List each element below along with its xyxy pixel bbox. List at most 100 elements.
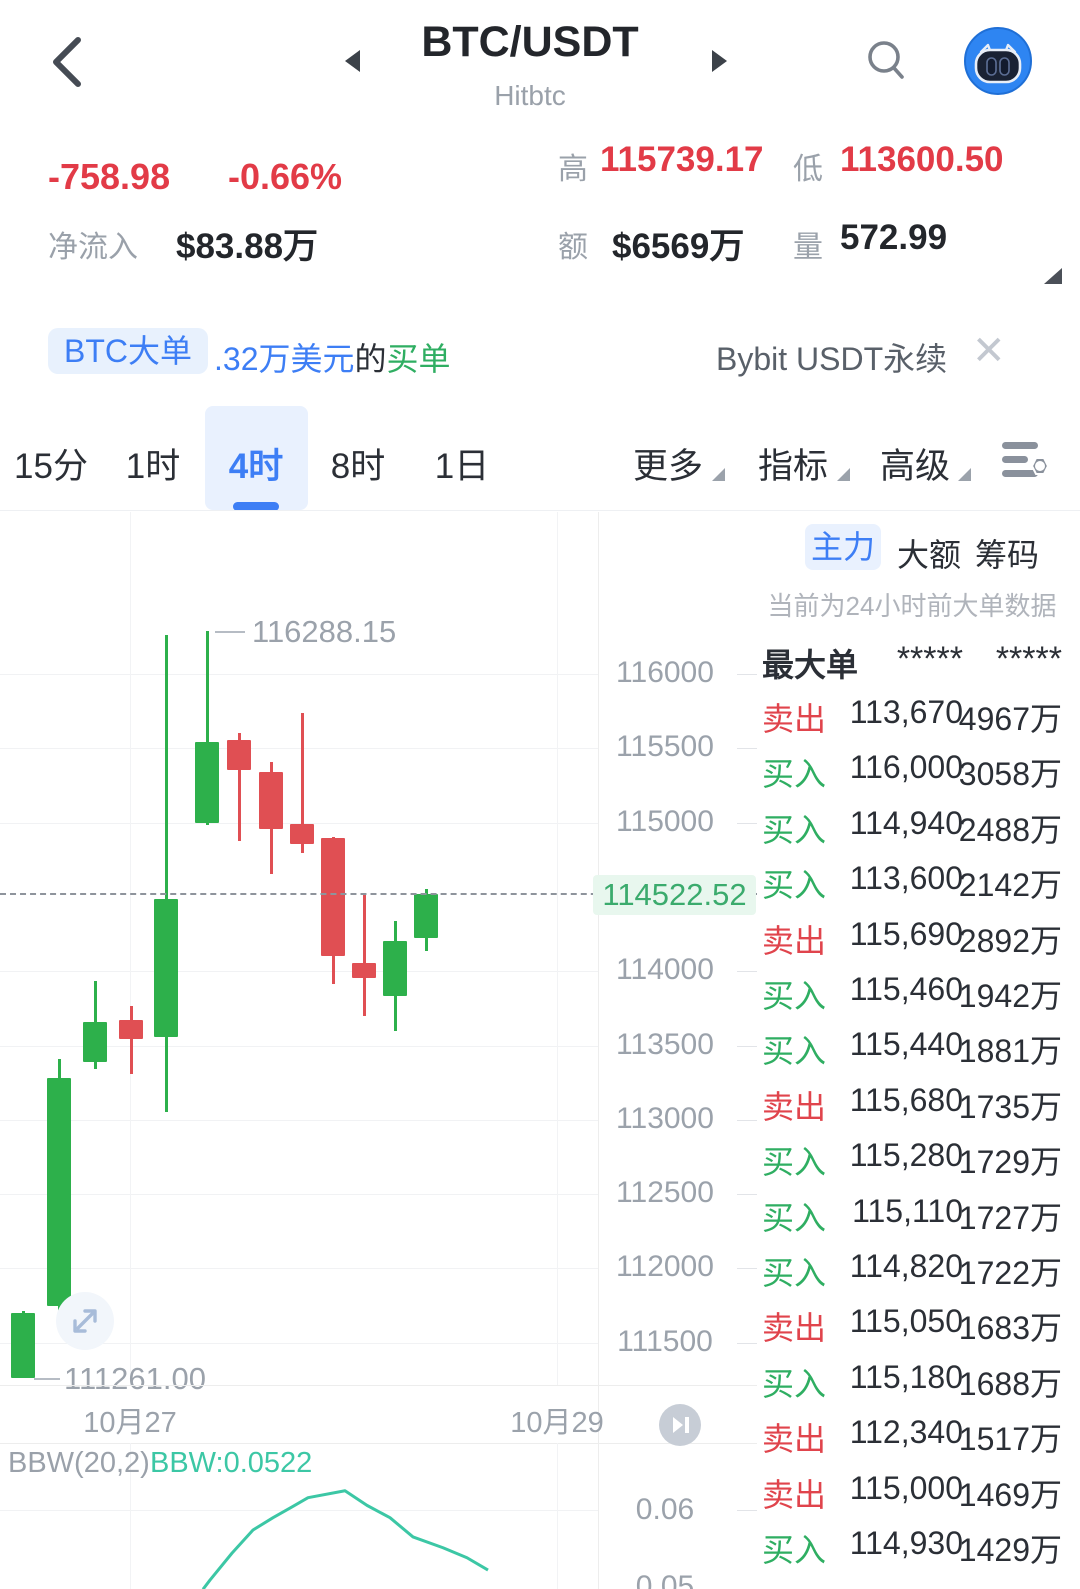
exchange-name: Hitbtc <box>494 80 566 111</box>
order-side: 卖出 <box>762 1476 827 1513</box>
back-button[interactable] <box>46 34 90 90</box>
prev-pair-icon[interactable] <box>345 50 360 72</box>
order-side: 卖出 <box>762 1421 827 1458</box>
big-order-badge[interactable]: BTC大单 <box>48 328 209 374</box>
order-price: 115,440 <box>849 1026 963 1063</box>
order-price: 115,000 <box>849 1469 963 1506</box>
order-row[interactable]: 买入 115,440 1881万 <box>0 1016 1080 1071</box>
candle-body <box>259 772 283 829</box>
panel-tab-large[interactable]: 大额 <box>897 537 962 573</box>
date-label: 10月29 <box>510 1407 604 1439</box>
search-icon <box>868 41 904 79</box>
panel-notice: 当前为24小时前大单数据 <box>767 591 1057 621</box>
bbw-axis-tick <box>737 1510 757 1511</box>
order-row[interactable]: 卖出 113,670 4967万 <box>0 684 1080 739</box>
skip-to-latest-button[interactable] <box>659 1404 701 1446</box>
expand-arrows-icon <box>73 1309 97 1333</box>
chart-settings-button[interactable] <box>1000 436 1050 486</box>
order-row[interactable]: 买入 115,180 1688万 <box>0 1349 1080 1404</box>
high-marker-dash <box>215 631 245 634</box>
order-row[interactable]: 卖出 115,000 1469万 <box>0 1460 1080 1515</box>
search-button[interactable] <box>860 34 912 86</box>
order-amount: 1429万 <box>958 1532 1062 1568</box>
candle-body <box>154 898 178 1037</box>
order-row[interactable]: 买入 116,000 3058万 <box>0 739 1080 794</box>
tab-indicators[interactable]: 指标 <box>758 447 829 486</box>
order-price: 113,600 <box>849 860 963 897</box>
price-axis-tick <box>737 1194 757 1196</box>
ticker-exchange-text: Bybit USDT永续 <box>716 341 948 377</box>
order-row[interactable]: 买入 115,460 1942万 <box>0 961 1080 1016</box>
tab-interval-8时[interactable]: 8时 <box>330 447 386 486</box>
more-dropdown-icon <box>712 468 725 481</box>
net-inflow-label: 净流入 <box>48 231 138 264</box>
order-row[interactable]: 买入 114,940 2488万 <box>0 795 1080 850</box>
tab-interval-1日[interactable]: 1日 <box>434 447 490 486</box>
order-side: 买入 <box>762 867 827 904</box>
candle-wick <box>237 733 241 841</box>
amount-label: 额 <box>558 231 588 264</box>
price-axis-tick <box>737 1268 757 1270</box>
avatar[interactable] <box>963 26 1033 96</box>
tab-interval-1时[interactable]: 1时 <box>125 447 181 486</box>
order-price: 114,930 <box>849 1525 963 1561</box>
order-row[interactable]: 卖出 115,050 1683万 <box>0 1293 1080 1348</box>
tabs-divider <box>0 510 1080 511</box>
price-axis-label: 111500 <box>617 1324 713 1358</box>
price-axis-label: 112500 <box>616 1176 714 1210</box>
order-amount: 1683万 <box>958 1310 1062 1347</box>
bbw-line-chart <box>201 1489 489 1589</box>
candle-body <box>195 742 219 823</box>
tab-more[interactable]: 更多 <box>633 447 704 486</box>
net-inflow-value: $83.88万 <box>176 227 319 266</box>
order-side: 买入 <box>762 811 827 848</box>
order-side: 买入 <box>762 1144 827 1181</box>
order-price: 115,680 <box>849 1081 963 1118</box>
low-value: 113600.50 <box>840 140 1004 179</box>
panel-tab-chips[interactable]: 筹码 <box>975 537 1040 573</box>
order-row[interactable]: 买入 115,280 1729万 <box>0 1127 1080 1182</box>
low-marker-label: 111261.00 <box>64 1361 206 1397</box>
order-amount: 2488万 <box>958 811 1062 848</box>
bbw-label: BBW(20,2): <box>8 1447 158 1479</box>
candle-body <box>352 963 376 979</box>
order-amount: 1942万 <box>958 978 1062 1014</box>
next-pair-icon[interactable] <box>712 50 727 72</box>
candle-body <box>227 740 251 771</box>
order-price: 115,690 <box>849 915 963 952</box>
candle-body <box>383 941 407 997</box>
order-row[interactable]: 卖出 115,690 2892万 <box>0 906 1080 961</box>
big-order-mid: 的 <box>354 341 387 377</box>
price-gridline <box>0 822 598 824</box>
order-side: 买入 <box>762 1365 827 1402</box>
fullscreen-button[interactable] <box>56 1292 114 1350</box>
order-price: 115,110 <box>852 1192 963 1229</box>
candle-body <box>290 823 314 844</box>
order-row[interactable]: 买入 114,820 1722万 <box>0 1238 1080 1293</box>
price-gridline <box>0 1342 598 1344</box>
panel-tab-main-force[interactable]: 主力 <box>805 524 881 570</box>
page-title: BTC/USDT <box>421 18 639 66</box>
collapse-stats-handle[interactable] <box>1044 268 1062 284</box>
tab-interval-4时[interactable]: 4时 <box>228 447 284 486</box>
order-row[interactable]: 卖出 115,680 1735万 <box>0 1072 1080 1127</box>
order-row[interactable]: 买入 114,930 1429万 <box>0 1515 1080 1570</box>
candlestick-chart[interactable]: 116000 115500 115000 114000 113500 113000 1125… <box>0 512 757 1589</box>
price-axis-tick <box>737 748 757 750</box>
order-amount: 1735万 <box>958 1088 1062 1125</box>
amount-value: $6569万 <box>612 227 745 266</box>
order-row[interactable]: 买入 113,600 2142万 <box>0 850 1080 905</box>
active-tab-highlight <box>205 406 308 510</box>
order-row[interactable]: 买入 115,110 1727万 <box>0 1183 1080 1238</box>
close-icon[interactable]: ✕ <box>972 329 1006 373</box>
price-gridline <box>0 674 598 675</box>
tab-advanced[interactable]: 高级 <box>880 447 951 486</box>
order-row[interactable]: 卖出 112,340 1517万 <box>0 1404 1080 1459</box>
order-side: 卖出 <box>762 1088 827 1125</box>
price-axis-tick <box>737 822 757 824</box>
order-price: 115,280 <box>849 1137 963 1174</box>
order-amount: 2892万 <box>958 922 1062 959</box>
big-order-side: 买单 <box>386 341 451 377</box>
tab-interval-15分[interactable]: 15分 <box>14 447 88 486</box>
order-price: 115,180 <box>849 1358 963 1395</box>
